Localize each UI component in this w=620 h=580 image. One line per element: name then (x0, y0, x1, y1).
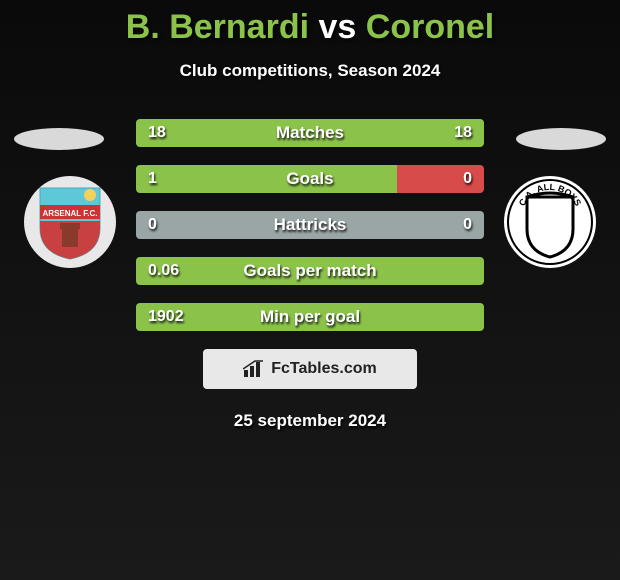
date-label: 25 september 2024 (0, 411, 620, 431)
player-right-name: Coronel (366, 8, 494, 46)
club-badge-left: ARSENAL F.C. (24, 176, 116, 268)
comparison-infographic: B. Bernardi vs Coronel Club competitions… (0, 0, 620, 580)
stat-label: Hattricks (136, 211, 484, 239)
vs-text: vs (318, 8, 356, 46)
branding-label: FcTables.com (271, 360, 377, 378)
stat-label: Min per goal (136, 303, 484, 331)
stat-row-min-per-goal: 1902 Min per goal (136, 303, 484, 331)
stat-row-goals-per-match: 0.06 Goals per match (136, 257, 484, 285)
stat-row-matches: 18 Matches 18 (136, 119, 484, 147)
stat-row-goals: 1 Goals 0 (136, 165, 484, 193)
all-boys-crest-icon: C.A. ALL BOYS (507, 179, 593, 265)
stat-value-right: 0 (463, 165, 472, 193)
bar-chart-icon (243, 360, 265, 378)
stat-label: Goals per match (136, 257, 484, 285)
stat-label: Goals (136, 165, 484, 193)
stat-label: Matches (136, 119, 484, 147)
branding-box: FcTables.com (203, 349, 417, 389)
arsenal-sarandi-crest-icon: ARSENAL F.C. (35, 183, 105, 261)
stat-row-hattricks: 0 Hattricks 0 (136, 211, 484, 239)
stat-value-right: 0 (463, 211, 472, 239)
subtitle: Club competitions, Season 2024 (0, 61, 620, 81)
club-badge-right: C.A. ALL BOYS (504, 176, 596, 268)
svg-text:ARSENAL F.C.: ARSENAL F.C. (43, 209, 98, 218)
player-left-name: B. Bernardi (126, 8, 309, 46)
player-left-shadow (14, 128, 104, 150)
stat-value-right: 18 (454, 119, 472, 147)
page-title: B. Bernardi vs Coronel (0, 0, 620, 47)
stats-table: 18 Matches 18 1 Goals 0 0 Hattricks 0 0.… (136, 119, 484, 331)
player-right-shadow (516, 128, 606, 150)
